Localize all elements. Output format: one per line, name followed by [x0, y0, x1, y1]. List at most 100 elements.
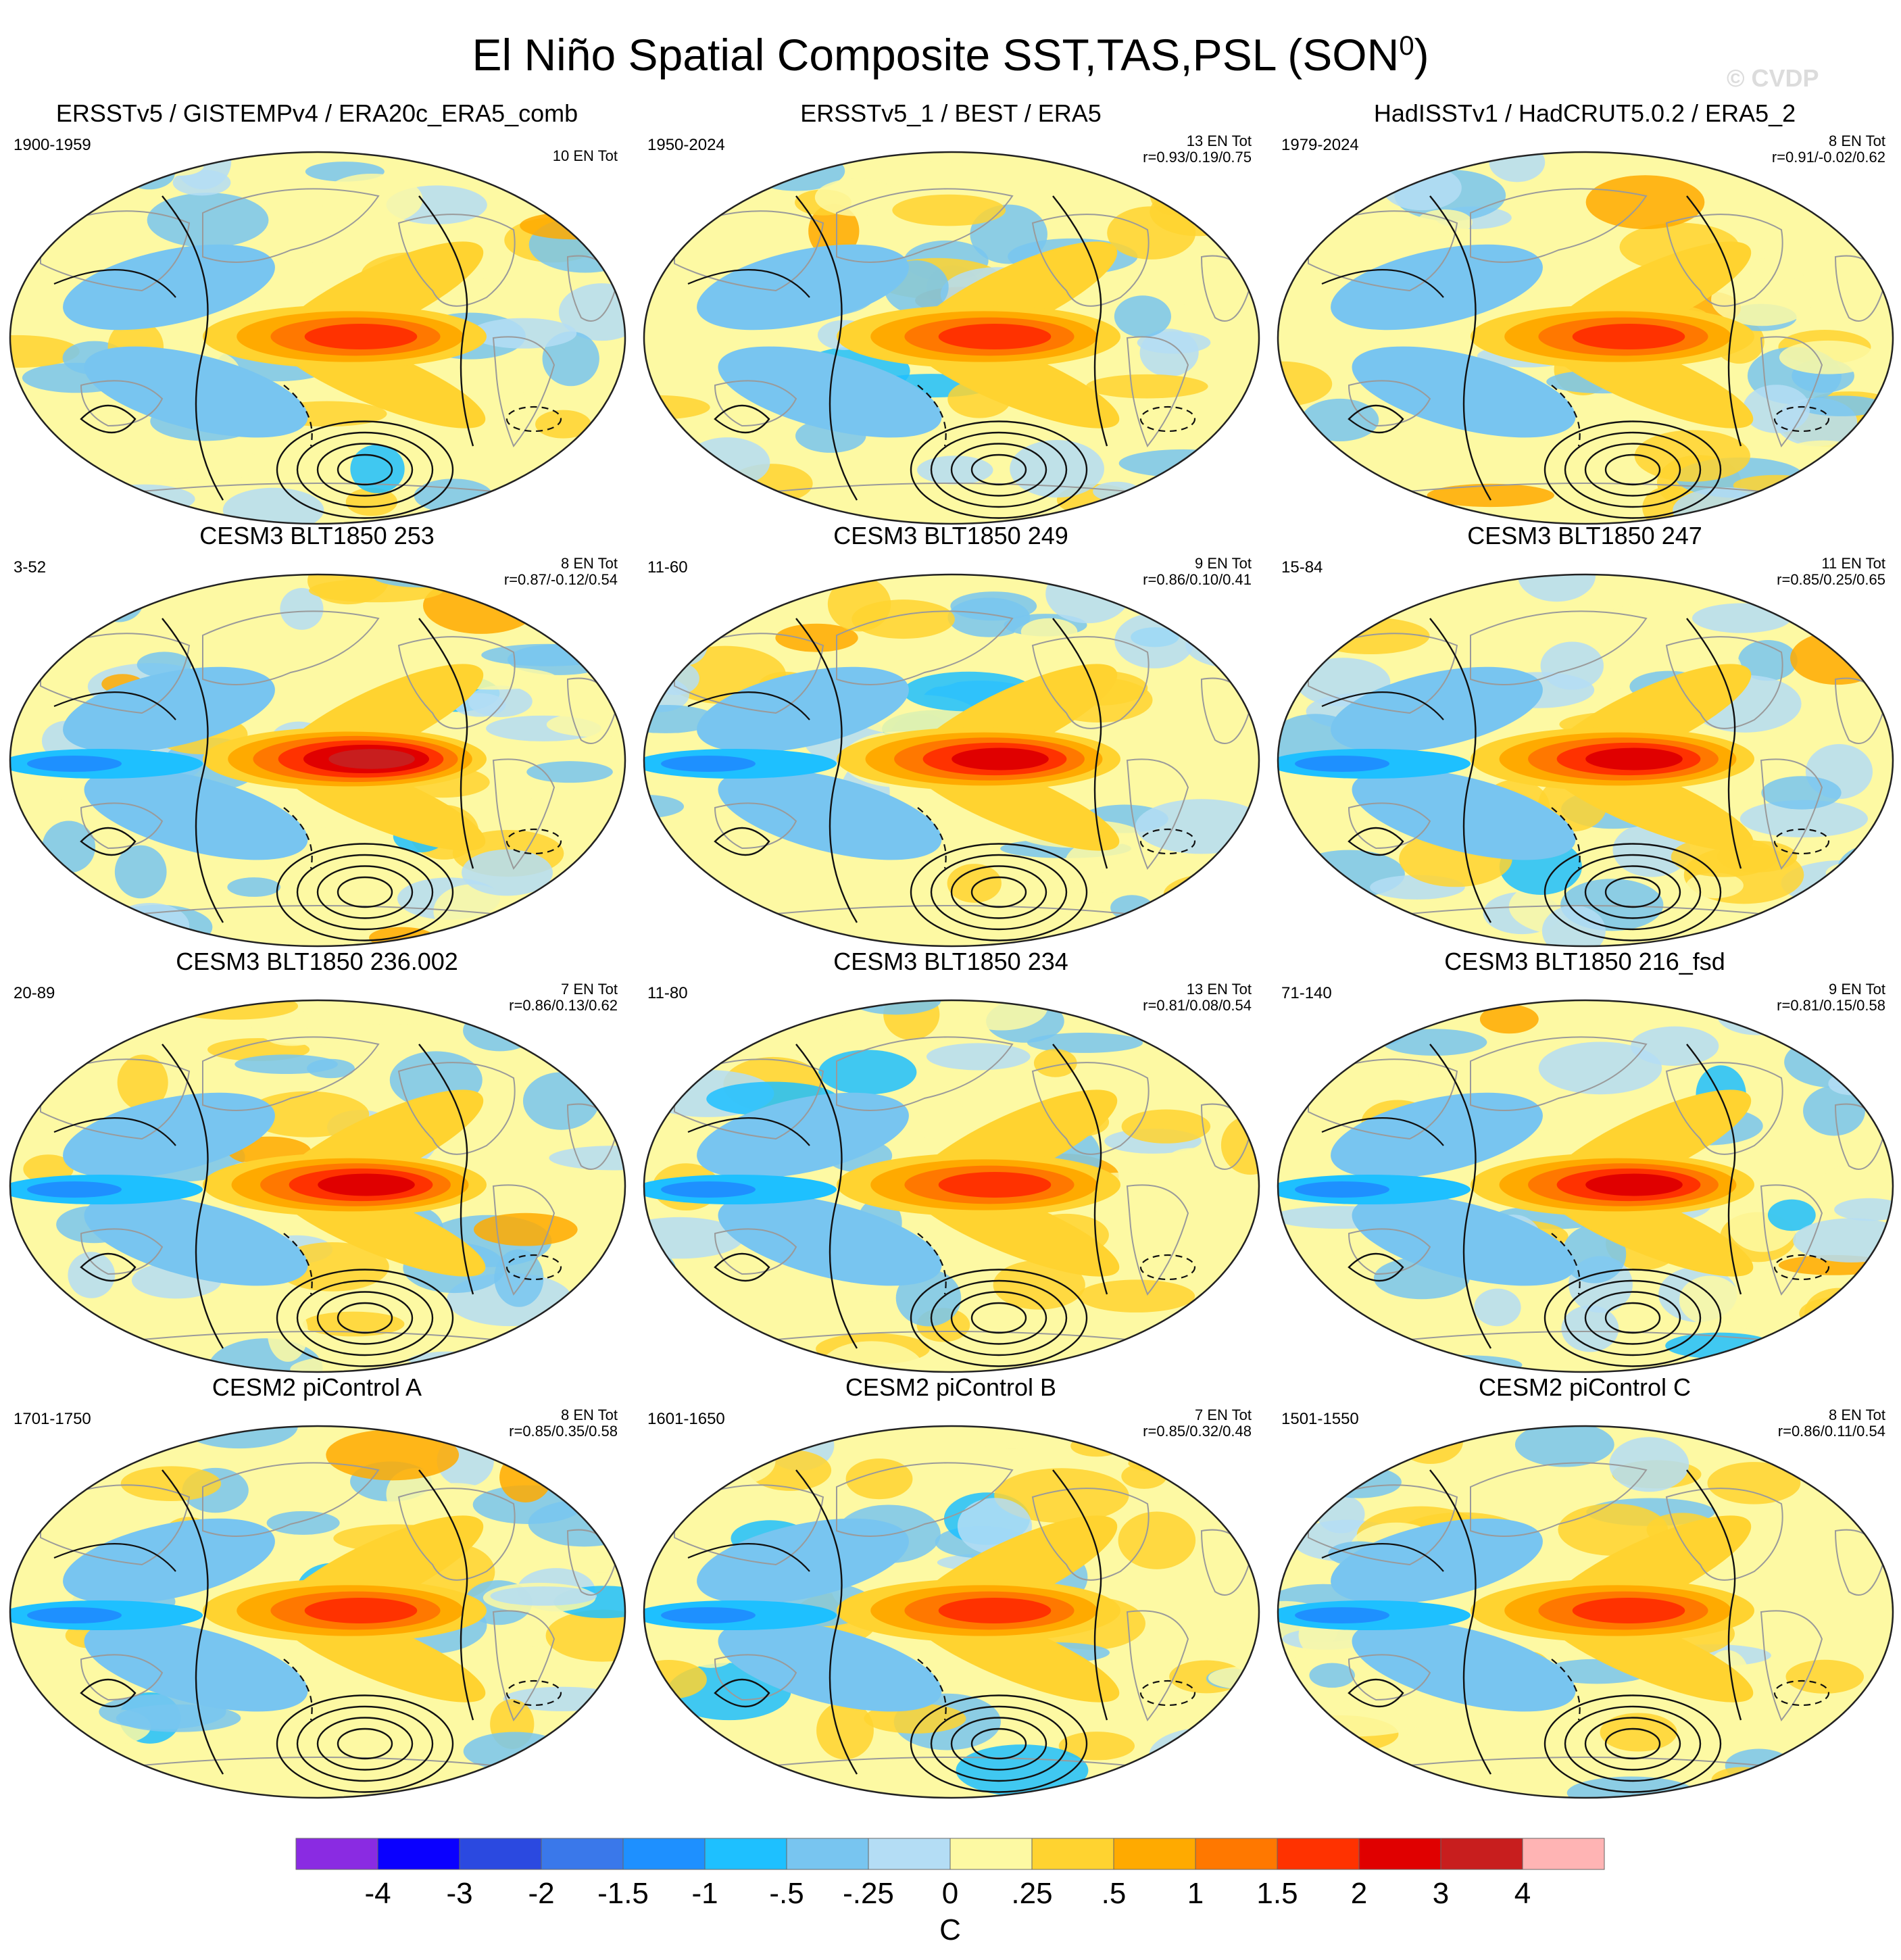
- land-outline: [1470, 1036, 1648, 1111]
- anomaly-blob: [10, 335, 80, 368]
- psl-high-contour: [950, 443, 1047, 497]
- anomaly-blob: [266, 1511, 340, 1535]
- panel-correlation: r=0.81/0.08/0.54: [1143, 997, 1252, 1014]
- anomaly-blob: [372, 574, 472, 588]
- land-outline: [836, 610, 1014, 685]
- colorbar-tick-label: -.5: [769, 1877, 804, 1910]
- anomaly-blob: [481, 643, 614, 666]
- psl-contour: [687, 1117, 810, 1146]
- panel-title: CESM2 piControl C: [1478, 1373, 1692, 1401]
- psl-contour: [795, 1469, 858, 1775]
- land-outline: [1760, 1184, 1823, 1296]
- psl-contour: [53, 1117, 176, 1146]
- anomaly-blob: [970, 1427, 1054, 1449]
- psl-negative-contour: [1139, 1254, 1196, 1281]
- psl-high-contour: [1544, 420, 1722, 519]
- anomaly-blob: [1711, 272, 1813, 326]
- anomaly-blob: [1538, 1042, 1662, 1095]
- anomaly-blob: [1077, 1279, 1195, 1313]
- panel-title: CESM3 BLT1850 253: [199, 522, 435, 549]
- map-panel: CESM3 BLT1850 247 15-84 11 EN Tot r=0.85/0.…: [1268, 517, 1901, 963]
- psl-negative-contour: [917, 385, 947, 447]
- eq-pacific-warm-tongue: [1585, 1173, 1683, 1196]
- anomaly-blob: [1803, 1085, 1866, 1136]
- panel-event-count: 7 EN Tot: [1195, 1406, 1252, 1423]
- title-superscript: 0: [1399, 31, 1414, 61]
- north-pacific-cold: [63, 244, 275, 330]
- anomaly-blob: [1187, 1637, 1229, 1666]
- anomaly-blob: [1216, 472, 1259, 494]
- psl-contour: [80, 1678, 137, 1708]
- psl-contour: [418, 1044, 474, 1295]
- map-border: [9, 151, 626, 525]
- panel-period: 15-84: [1281, 558, 1323, 577]
- colorbar-box: [704, 1838, 787, 1870]
- anomaly-blob: [818, 1050, 917, 1095]
- psl-high-contour: [930, 1279, 1068, 1356]
- psl-contour: [795, 1044, 858, 1349]
- map-svg: [1277, 1425, 1894, 1799]
- land-outline: [1126, 336, 1189, 447]
- anomaly-blob: [1739, 800, 1869, 838]
- anomaly-blob: [1804, 1288, 1875, 1337]
- map-field: [1278, 574, 1893, 946]
- anomaly-blob: [462, 849, 553, 896]
- anomaly-blob: [764, 1000, 856, 1033]
- anomaly-blob: [1742, 385, 1810, 433]
- anomaly-blob: [993, 1260, 1085, 1310]
- panel-correlation: r=0.86/0.10/0.41: [1143, 571, 1252, 588]
- colorbar-box: [459, 1838, 542, 1870]
- map-border: [643, 151, 1260, 525]
- eq-pacific-warm-tongue: [938, 1598, 1052, 1623]
- anomaly-blob: [20, 1757, 110, 1798]
- psl-contour: [1429, 195, 1492, 501]
- map-field: [10, 1426, 625, 1798]
- anomaly-blob: [1692, 603, 1792, 633]
- colorbar-tick-label: -1.5: [597, 1877, 649, 1910]
- indian-ocean-cold-core: [1295, 756, 1389, 772]
- title-main: El Niño Spatial Composite SST,TAS,PSL (S…: [472, 30, 1400, 80]
- land-outline: [1126, 758, 1189, 870]
- anomaly-blob: [490, 1586, 597, 1606]
- psl-negative-contour: [1773, 406, 1830, 433]
- anomaly-blob: [463, 1732, 566, 1771]
- psl-high-contour: [930, 1705, 1068, 1782]
- land-outline: [1760, 1610, 1823, 1721]
- psl-high-contour: [970, 876, 1027, 908]
- psl-contour: [418, 195, 474, 447]
- psl-contour: [1686, 618, 1742, 869]
- land-outline: [40, 210, 191, 292]
- panel-event-count: 7 EN Tot: [561, 981, 618, 998]
- land-outline: [1308, 1484, 1458, 1566]
- map-svg: [643, 1425, 1260, 1799]
- panel-event-count: 13 EN Tot: [1186, 132, 1252, 149]
- psl-negative-contour: [1551, 1233, 1581, 1295]
- anomaly-blob: [1427, 483, 1555, 508]
- anomaly-blob: [708, 1448, 759, 1471]
- eq-pacific-warm-tongue: [304, 324, 418, 349]
- land-outline: [40, 1058, 191, 1140]
- land-outline: [1308, 210, 1458, 292]
- panel-correlation: r=0.91/-0.02/0.62: [1771, 149, 1885, 166]
- psl-high-contour: [950, 1717, 1047, 1771]
- colorbar-box: [541, 1838, 624, 1870]
- psl-contour: [714, 1252, 770, 1282]
- psl-contour: [1321, 269, 1444, 298]
- colorbar-unit-label: C: [939, 1913, 961, 1946]
- eq-pacific-warm-tongue: [304, 1598, 418, 1623]
- anomaly-blob: [950, 591, 1037, 621]
- anomaly-blob: [116, 1704, 241, 1732]
- map-svg: [643, 573, 1260, 948]
- map-svg: [9, 1425, 626, 1799]
- anomaly-blob: [41, 164, 102, 201]
- psl-high-contour: [337, 876, 393, 908]
- anomaly-blob: [1328, 439, 1389, 474]
- psl-negative-contour: [283, 385, 313, 447]
- psl-high-contour: [1564, 854, 1702, 931]
- north-pacific-cold: [63, 1518, 275, 1604]
- land-outline: [1760, 758, 1823, 870]
- anomaly-blob: [499, 1452, 552, 1502]
- anomaly-blob: [522, 1072, 599, 1130]
- anomaly-blob: [1135, 799, 1259, 854]
- land-outline: [1031, 636, 1150, 729]
